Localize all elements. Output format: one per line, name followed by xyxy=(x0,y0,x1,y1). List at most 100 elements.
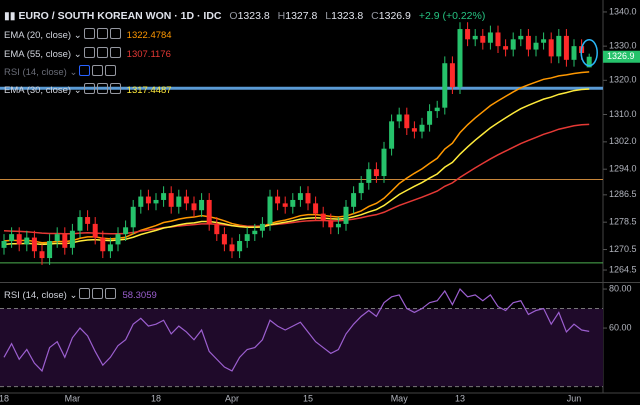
legend-row[interactable]: EMA (55, close) ⌄ 1307.1176 xyxy=(4,47,171,60)
ema-line xyxy=(3,71,590,244)
candle-body xyxy=(282,203,288,207)
candle-body xyxy=(168,193,174,207)
candle-body xyxy=(47,240,53,259)
open-value: 1323.8 xyxy=(237,10,270,22)
candle-body xyxy=(305,193,311,204)
candle-body xyxy=(130,206,136,228)
candle-body xyxy=(199,199,205,211)
legend-label: RSI (14, close) xyxy=(4,67,67,78)
candle-body xyxy=(396,114,402,122)
candle-body xyxy=(503,46,509,50)
candle-body xyxy=(381,148,387,177)
high-value: 1327.8 xyxy=(285,10,318,22)
candle-body xyxy=(85,217,91,224)
x-tick-label: Apr xyxy=(225,393,239,403)
y-tick-label: 1330.0 xyxy=(609,41,637,51)
candle-body xyxy=(221,234,227,245)
candle-body xyxy=(343,206,349,224)
legend-label: RSI (14, close) xyxy=(4,290,67,301)
x-tick-label: 13 xyxy=(455,393,465,403)
candle-body xyxy=(518,35,524,40)
candle-body xyxy=(100,237,106,252)
candle-body xyxy=(404,114,410,129)
candle-body xyxy=(69,230,75,248)
legend-row[interactable]: RSI (14, close) ⌄ xyxy=(4,65,117,79)
legend-row[interactable]: EMA (30, close) ⌄ 1317.4487 xyxy=(4,83,172,96)
legend-row[interactable]: EMA (20, close) ⌄ 1322.4784 xyxy=(4,28,172,41)
symbol-icon: ▮▮ xyxy=(4,10,16,22)
candle-body xyxy=(442,63,448,108)
ohlc-prefix: C xyxy=(371,10,379,22)
candle-body xyxy=(457,29,463,88)
candle-body xyxy=(290,199,296,207)
y-tick-label: 1320.0 xyxy=(609,75,637,85)
x-tick-label: 15 xyxy=(303,393,313,403)
legend-value: 1317.4487 xyxy=(126,85,172,96)
candle-body xyxy=(1,240,7,248)
ema-line xyxy=(3,123,590,235)
legend-value: 58.3059 xyxy=(122,290,157,301)
candle-body xyxy=(115,234,121,245)
candle-body xyxy=(176,196,182,207)
candle-body xyxy=(533,42,539,50)
legend-row[interactable]: RSI (14, close) ⌄ 58.3059 xyxy=(4,288,157,301)
last-price-box xyxy=(603,50,640,63)
candle-body xyxy=(411,128,417,132)
legend-label: EMA (55, close) xyxy=(4,49,72,60)
candle-body xyxy=(335,223,341,228)
candle-body xyxy=(16,234,22,245)
candle-body xyxy=(389,121,395,149)
chart-title: EURO / SOUTH KOREAN WON · 1D · IDC xyxy=(18,10,222,22)
y-tick-label: 1278.5 xyxy=(609,217,637,227)
candle-body xyxy=(427,111,433,125)
candle-body xyxy=(161,193,167,200)
candle-body xyxy=(563,35,569,60)
candle-body xyxy=(206,199,212,224)
candle-body xyxy=(31,237,37,252)
y-tick-label: 1286.5 xyxy=(609,189,637,199)
candle-body xyxy=(510,39,516,50)
candle-body xyxy=(145,196,151,204)
candle-body xyxy=(267,196,273,224)
x-tick-label: 18 xyxy=(0,393,9,403)
y-tick-label: 1294.0 xyxy=(609,164,637,174)
candle-body xyxy=(191,203,197,211)
candle-body xyxy=(9,234,15,241)
candle-body xyxy=(214,223,220,235)
candle-body xyxy=(548,39,554,57)
candle-body xyxy=(77,217,83,231)
candle-body xyxy=(138,196,144,207)
candle-body xyxy=(252,230,258,235)
last-price-label: 1326.9 xyxy=(607,51,635,61)
candle-body xyxy=(54,234,60,241)
candle-body xyxy=(153,199,159,204)
low-value: 1323.8 xyxy=(331,10,364,22)
y-tick-label: 1264.5 xyxy=(609,264,637,274)
candle-body xyxy=(419,124,425,132)
candle-body xyxy=(541,39,547,43)
candle-body xyxy=(297,193,303,200)
y-tick-label: 1270.5 xyxy=(609,244,637,254)
candle-body xyxy=(525,35,531,50)
x-tick-label: Mar xyxy=(65,393,81,403)
y-tick-label: 1340.0 xyxy=(609,6,637,16)
ohlc-prefix: O xyxy=(229,10,238,22)
y-tick-label: 60.00 xyxy=(609,322,632,332)
legend-value: 1322.4784 xyxy=(126,30,172,41)
candle-body xyxy=(62,234,68,248)
candle-body xyxy=(275,196,281,204)
highlight-circle xyxy=(580,38,598,67)
candle-body xyxy=(434,107,440,112)
candle-body xyxy=(571,46,577,60)
ema-line xyxy=(3,88,590,246)
candle-body xyxy=(586,56,592,68)
candle-body xyxy=(183,196,189,204)
y-tick-label: 80.00 xyxy=(609,283,632,293)
candle-body xyxy=(229,244,235,252)
candle-body xyxy=(495,32,501,47)
change: +2.9 (+0.22%) xyxy=(418,10,486,22)
candle-body xyxy=(237,240,243,252)
candle-body xyxy=(320,213,326,221)
